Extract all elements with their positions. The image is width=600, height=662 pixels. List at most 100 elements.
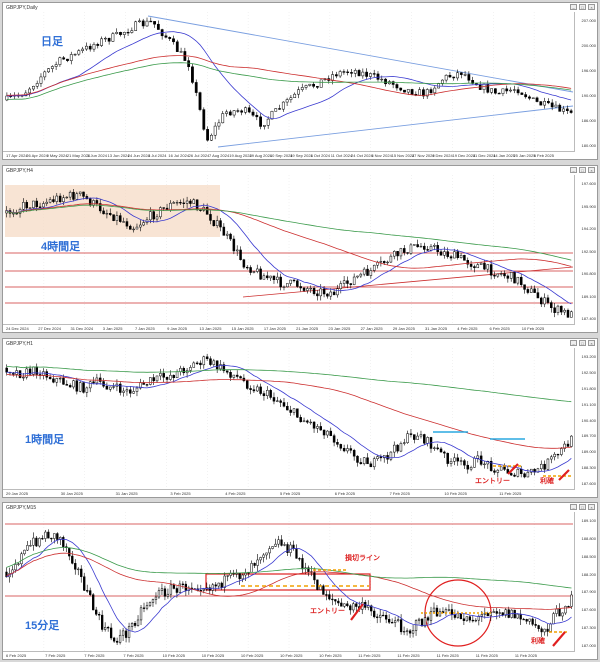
candle-body [5, 367, 8, 373]
candle-body [410, 89, 414, 95]
price-chart[interactable] [3, 175, 575, 324]
candle-body [570, 311, 573, 318]
candle-body [244, 107, 247, 113]
candle-body [249, 388, 252, 390]
candle-body [256, 559, 259, 566]
chart-window-daily[interactable]: GBPJPY,Daily – □ × 日足 207.000 200.000 196.… [2, 2, 598, 160]
moving-average-fast [6, 364, 572, 473]
close-button[interactable]: × [588, 4, 595, 10]
candle-body [334, 74, 338, 77]
candle-body [359, 462, 363, 465]
candle-body [108, 213, 112, 215]
minimize-button[interactable]: – [570, 504, 577, 510]
time-axis[interactable]: 29 Jan 2025 30 Jan 2025 31 Jan 2025 3 Feb 2… [3, 489, 575, 497]
candle-body [266, 275, 269, 279]
entry-arrow [350, 603, 364, 621]
price-axis[interactable]: 207.000 200.000 196.000 190.000 186.000 180.0… [574, 12, 597, 151]
candle-body [516, 469, 520, 477]
candle-body [301, 558, 304, 570]
candle-body [256, 268, 259, 272]
maximize-button[interactable]: □ [579, 4, 586, 10]
candle-body [62, 537, 65, 547]
chart-window-h4[interactable]: GBPJPY,H4 – □ × 4時間足 197.600 195.900 194.2… [2, 165, 598, 333]
candle-body [391, 81, 395, 85]
candle-body [198, 92, 202, 110]
candle-body [339, 283, 343, 289]
window-title: GBPJPY,Daily [6, 5, 38, 11]
candle-body [219, 364, 222, 370]
time-tick-label: 23 Jan 2025 [328, 326, 351, 331]
price-axis[interactable]: 189.100 188.800 188.500 188.200 187.900 187.6… [574, 512, 597, 651]
candle-body [112, 637, 116, 642]
time-tick-label: 14 Jan 2025 [493, 153, 516, 158]
candle-body [53, 533, 56, 539]
time-axis[interactable]: 24 Dec 2024 27 Dec 2024 31 Dec 2024 3 Jan 2… [3, 324, 575, 332]
price-chart[interactable] [3, 12, 575, 151]
candle-body [126, 31, 130, 34]
price-chart[interactable] [3, 512, 575, 651]
minimize-button[interactable]: – [570, 167, 577, 173]
close-button[interactable]: × [588, 340, 595, 346]
price-axis[interactable]: 197.600 195.900 194.200 192.500 190.800 189.1… [574, 175, 597, 324]
candle-body [282, 286, 286, 288]
time-tick-label: 31 Dec 2024 [472, 153, 496, 158]
candle-body [501, 612, 504, 616]
candle-body [339, 444, 343, 449]
price-tick-label: 189.100 [581, 518, 596, 523]
candle-body [316, 579, 319, 590]
candle-body [505, 88, 509, 92]
candle-body [139, 224, 142, 228]
candle-body [474, 619, 477, 622]
candle-body [490, 88, 493, 93]
candle-body [523, 473, 526, 478]
candle-body [25, 202, 28, 209]
maximize-button[interactable]: □ [579, 340, 586, 346]
close-button[interactable]: × [588, 504, 595, 510]
candle-body [217, 122, 221, 127]
candle-body [28, 88, 31, 94]
minimize-button[interactable]: – [570, 340, 577, 346]
chart-window-h1[interactable]: GBPJPY,H1 – □ × 1時間足 エントリー 利確 193.200 192… [2, 338, 598, 498]
candle-body [220, 582, 223, 588]
candle-body [456, 457, 459, 462]
candle-body [496, 273, 500, 277]
candle-body [322, 429, 326, 436]
candle-body [142, 607, 146, 609]
time-tick-label: 3 Feb 2025 [170, 491, 191, 496]
maximize-button[interactable]: □ [579, 167, 586, 173]
candle-body [396, 444, 399, 452]
close-button[interactable]: × [588, 167, 595, 173]
candle-body [185, 200, 189, 204]
minimize-button[interactable]: – [570, 4, 577, 10]
candle-body [326, 293, 329, 297]
price-tick-label: 190.400 [581, 417, 596, 423]
candle-body [362, 268, 366, 275]
timeframe-label: 1時間足 [25, 434, 65, 446]
moving-average-long [6, 204, 572, 261]
candle-body [331, 74, 334, 81]
time-axis[interactable]: 6 Feb 2025 7 Feb 2025 7 Feb 2025 7 Feb 2025… [3, 651, 575, 659]
time-axis[interactable]: 17 Apr 2024 26 Apr 2024 9 May 2024 21 May 2… [3, 151, 575, 159]
price-tick-label: 187.300 [581, 625, 596, 631]
candle-body [112, 214, 115, 221]
candle-body [71, 555, 74, 564]
candle-body [172, 584, 176, 589]
candle-body [88, 45, 92, 50]
candle-body [479, 262, 483, 265]
candle-body [453, 457, 456, 462]
maximize-button[interactable]: □ [579, 504, 586, 510]
chart-window-m15[interactable]: GBPJPY,M15 – □ × 15分足 損切ライン エントリー 利確 189… [2, 502, 598, 660]
candle-body [531, 97, 535, 99]
candle-body [466, 260, 470, 265]
candle-body [175, 371, 179, 379]
candle-body [92, 381, 95, 384]
candle-body [469, 263, 473, 267]
candle-body [420, 618, 424, 627]
candle-body [235, 374, 239, 377]
candle-body [129, 389, 132, 394]
price-chart[interactable] [3, 348, 575, 489]
price-axis[interactable]: 193.200 192.500 191.800 191.100 190.400 189.7… [574, 348, 597, 489]
candle-body [380, 78, 384, 81]
candle-body [473, 266, 476, 269]
candle-body [448, 74, 452, 78]
